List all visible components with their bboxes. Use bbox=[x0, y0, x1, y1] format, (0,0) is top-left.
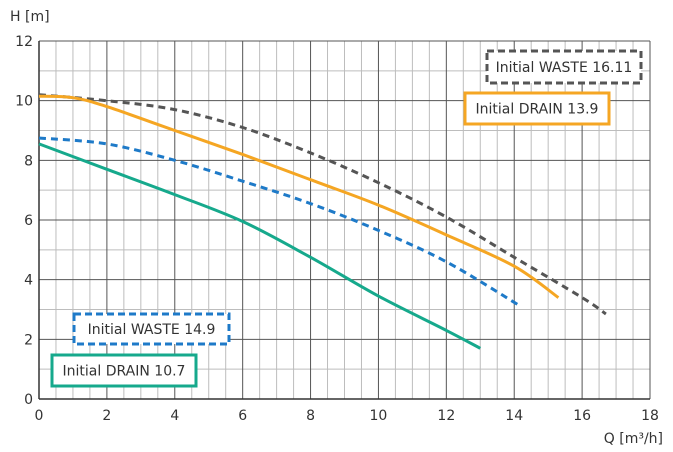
x-tick-label: 8 bbox=[306, 408, 315, 424]
x-tick-label: 0 bbox=[35, 408, 44, 424]
x-tick-label: 16 bbox=[573, 408, 591, 424]
y-tick-label: 0 bbox=[24, 392, 33, 408]
series-initial-drain-10-7-line bbox=[38, 142, 481, 350]
x-tick-label: 6 bbox=[238, 408, 247, 424]
series-initial-waste-16-11-legend-box bbox=[485, 49, 643, 85]
y-axis-title: H [m] bbox=[10, 9, 50, 25]
series-initial-drain-10-7-legend-box bbox=[50, 353, 198, 388]
y-tick-label: 10 bbox=[15, 94, 33, 110]
y-tick-label: 6 bbox=[24, 213, 33, 229]
x-tick-label: 2 bbox=[102, 408, 111, 424]
series-initial-waste-14-9-line bbox=[38, 136, 522, 308]
major-gridlines bbox=[38, 40, 651, 400]
x-tick-label: 10 bbox=[370, 408, 388, 424]
tick-labels: 0 2 4 6 8 10 12 14 16 18 0 2 4 6 8 10 12 bbox=[15, 34, 659, 424]
y-tick-label: 8 bbox=[24, 153, 33, 169]
y-tick-label: 4 bbox=[24, 273, 33, 289]
x-tick-label: 18 bbox=[641, 408, 659, 424]
x-axis-title: Q [m³/h] bbox=[604, 431, 663, 447]
x-tick-label: 12 bbox=[437, 408, 455, 424]
y-tick-label: 12 bbox=[15, 34, 33, 50]
series-initial-waste-14-9-legend-box bbox=[72, 312, 231, 346]
legend-boxes: Initial WASTE 16.11 Initial DRAIN 13.9 Ini… bbox=[50, 49, 643, 388]
series-initial-drain-13-9-line bbox=[38, 94, 560, 299]
series-initial-waste-16-11-line bbox=[38, 93, 607, 316]
series-initial-drain-13-9-legend-label: Initial DRAIN 13.9 bbox=[476, 102, 599, 118]
series-initial-drain-10-7-legend-label: Initial DRAIN 10.7 bbox=[63, 364, 186, 380]
series-initial-drain-13-9-legend-box bbox=[463, 91, 611, 126]
series-initial-waste-16-11-legend-label: Initial WASTE 16.11 bbox=[496, 60, 633, 76]
data-series bbox=[38, 93, 607, 350]
y-tick-label: 2 bbox=[24, 332, 33, 348]
x-tick-label: 4 bbox=[170, 408, 179, 424]
x-tick-label: 14 bbox=[505, 408, 523, 424]
series-initial-waste-14-9-legend-label: Initial WASTE 14.9 bbox=[88, 322, 216, 338]
